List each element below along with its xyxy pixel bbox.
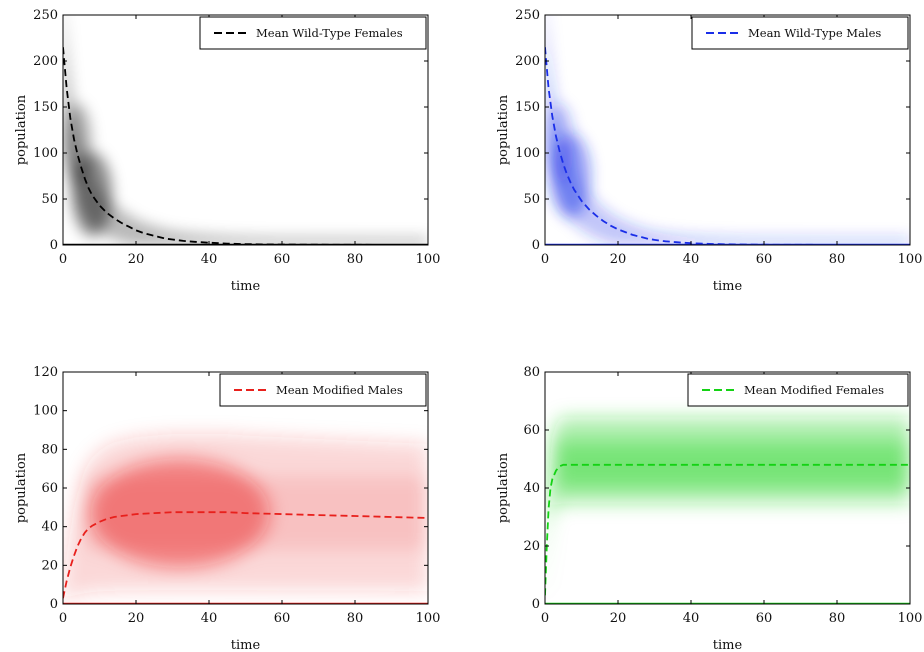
density-band — [545, 417, 910, 598]
x-axis-label: time — [713, 279, 743, 294]
legend-box — [691, 16, 909, 50]
x-tick-label: 100 — [898, 611, 923, 626]
x-tick-label: 60 — [756, 252, 773, 267]
x-tick-label: 60 — [756, 611, 773, 626]
y-tick-label: 40 — [523, 481, 540, 496]
y-tick-label: 0 — [50, 238, 58, 253]
legend-label: Mean Modified Females — [744, 383, 884, 397]
x-axis-label: time — [231, 279, 261, 294]
x-tick-label: 40 — [683, 611, 700, 626]
y-axis-label: population — [496, 452, 511, 523]
x-tick-label: 100 — [898, 252, 923, 267]
y-axis-label: population — [496, 94, 511, 165]
legend: Mean Modified Males — [219, 373, 427, 407]
legend-box — [687, 373, 909, 407]
y-tick-label: 20 — [523, 539, 540, 554]
x-tick-label: 0 — [541, 252, 549, 267]
x-tick-label: 0 — [59, 252, 67, 267]
y-tick-label: 0 — [532, 597, 540, 612]
x-tick-label: 20 — [128, 611, 145, 626]
x-tick-label: 20 — [610, 611, 627, 626]
y-axis-label: population — [14, 94, 29, 165]
x-tick-label: 20 — [128, 252, 145, 267]
x-tick-label: 80 — [829, 252, 846, 267]
legend: Mean Modified Females — [687, 373, 909, 407]
y-tick-label: 60 — [523, 423, 540, 438]
series-line-mean — [63, 47, 428, 245]
y-tick-label: 50 — [41, 192, 58, 207]
y-tick-label: 20 — [41, 558, 58, 573]
chart-panel-2: 0 20 40 60 80 100 0 50 100 150 200 250 time populatio… — [496, 8, 923, 294]
y-tick-label: 100 — [33, 146, 58, 161]
plot-frame — [62, 14, 429, 246]
y-tick-label: 120 — [33, 365, 58, 380]
y-tick-label: 150 — [33, 100, 58, 115]
x-tick-label: 80 — [347, 252, 364, 267]
y-tick-label: 0 — [50, 597, 58, 612]
density-band — [63, 433, 428, 604]
y-axis-label: population — [14, 452, 29, 523]
x-tick-label: 40 — [201, 252, 218, 267]
y-tick-label: 200 — [33, 54, 58, 69]
x-tick-label: 60 — [274, 611, 291, 626]
density-band-outer — [545, 15, 910, 245]
legend-label: Mean Wild-Type Males — [748, 26, 881, 40]
x-tick-label: 40 — [201, 611, 218, 626]
x-tick-label: 80 — [347, 611, 364, 626]
x-tick-label: 20 — [610, 252, 627, 267]
chart-panel-3: 0 20 40 60 80 100 0 20 40 60 80 100 120 time populatio… — [14, 365, 440, 652]
legend: Mean Wild-Type Females — [199, 16, 427, 50]
y-tick-label: 250 — [515, 8, 540, 23]
x-tick-label: 0 — [541, 611, 549, 626]
y-tick-label: 200 — [515, 54, 540, 69]
chart-panel-4: 0 20 40 60 80 100 0 20 40 60 80 time population Mean … — [496, 365, 922, 652]
y-tick-label: 250 — [33, 8, 58, 23]
x-tick-label: 60 — [274, 252, 291, 267]
x-tick-label: 100 — [416, 252, 441, 267]
density-band-core — [63, 103, 92, 184]
legend-box — [219, 373, 427, 407]
y-tick-label: 60 — [41, 481, 58, 496]
y-tick-label: 50 — [523, 192, 540, 207]
y-tick-label: 100 — [33, 404, 58, 419]
legend-label: Mean Modified Males — [276, 383, 403, 397]
density-band-core — [545, 103, 574, 184]
legend-label: Mean Wild-Type Females — [256, 26, 403, 40]
chart-panel-1: 0 20 40 60 80 100 0 50 100 150 200 250 time populatio… — [14, 8, 441, 294]
y-tick-label: 80 — [41, 442, 58, 457]
x-axis-label: time — [231, 638, 261, 652]
x-tick-label: 100 — [416, 611, 441, 626]
x-tick-label: 40 — [683, 252, 700, 267]
y-tick-label: 0 — [532, 238, 540, 253]
plot-frame — [544, 14, 911, 246]
legend-box — [199, 16, 427, 50]
x-axis-label: time — [713, 638, 743, 652]
y-tick-label: 40 — [41, 520, 58, 535]
x-tick-label: 0 — [59, 611, 67, 626]
series-line-mean — [63, 511, 428, 599]
legend: Mean Wild-Type Males — [691, 16, 909, 50]
density-band — [63, 15, 428, 245]
x-tick-label: 80 — [829, 611, 846, 626]
series-line-mean — [545, 463, 910, 596]
y-tick-label: 100 — [515, 146, 540, 161]
y-tick-label: 80 — [523, 365, 540, 380]
y-tick-label: 150 — [515, 100, 540, 115]
density-band — [545, 15, 910, 245]
